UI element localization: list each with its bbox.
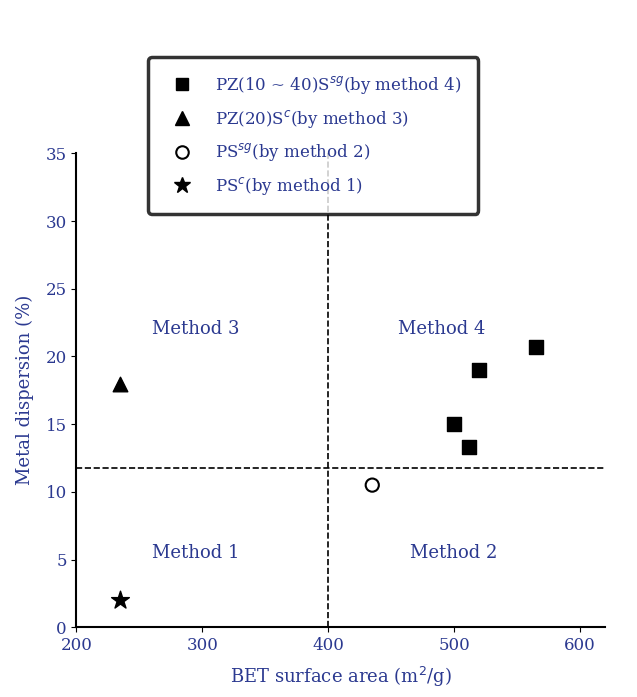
X-axis label: BET surface area (m$^2$/g): BET surface area (m$^2$/g)	[230, 665, 452, 689]
Legend: PZ(10 ~ 40)S$^{sg}$(by method 4), PZ(20)S$^{c}$(by method 3), PS$^{sg}$(by metho: PZ(10 ~ 40)S$^{sg}$(by method 4), PZ(20)…	[148, 57, 478, 214]
Point	[464, 442, 475, 453]
Text: Method 1: Method 1	[152, 544, 240, 562]
Text: Method 3: Method 3	[152, 321, 240, 338]
Text: Method 2: Method 2	[410, 544, 497, 562]
Point	[115, 378, 125, 389]
Text: Method 4: Method 4	[398, 321, 485, 338]
Y-axis label: Metal dispersion (%): Metal dispersion (%)	[16, 296, 34, 485]
Point	[474, 365, 484, 376]
Point	[367, 480, 377, 491]
Point	[449, 419, 459, 430]
Point	[531, 342, 541, 353]
Point	[115, 595, 125, 606]
